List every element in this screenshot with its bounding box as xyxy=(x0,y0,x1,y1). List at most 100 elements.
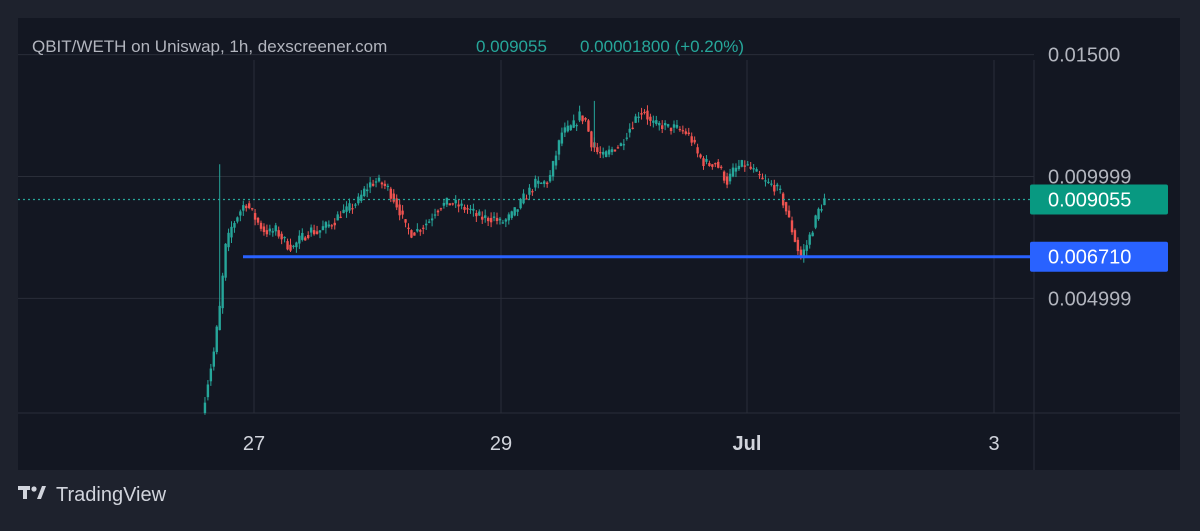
candle-144 xyxy=(625,132,628,141)
current-price-tag: 0.009055 xyxy=(1030,184,1168,215)
candle-129 xyxy=(581,115,584,125)
candle-body xyxy=(466,208,469,210)
candle-body xyxy=(395,198,398,208)
candle-body xyxy=(374,181,378,183)
candle-61 xyxy=(380,181,384,189)
candle-148 xyxy=(637,112,640,123)
candle-174 xyxy=(714,162,717,168)
candle-body xyxy=(669,127,673,132)
candle-206 xyxy=(808,232,811,249)
candle-body xyxy=(808,234,811,245)
candle-118 xyxy=(548,170,552,183)
candle-body xyxy=(690,136,693,143)
candle-body xyxy=(360,194,363,201)
candle-body xyxy=(230,226,233,238)
candle-body xyxy=(248,203,251,209)
candle-body xyxy=(324,222,328,228)
candle-97 xyxy=(486,216,490,227)
candle-35 xyxy=(304,235,307,241)
candle-28 xyxy=(283,236,286,243)
candle-body xyxy=(318,230,322,233)
candle-body xyxy=(274,225,277,232)
candle-body xyxy=(702,158,705,167)
candle-50 xyxy=(348,198,351,214)
candle-169 xyxy=(699,153,702,159)
candles xyxy=(203,100,826,415)
candle-body xyxy=(342,209,345,214)
candle-63 xyxy=(386,183,390,191)
candle-151 xyxy=(646,105,649,125)
candle-107 xyxy=(516,209,519,217)
candle-body xyxy=(430,218,434,221)
candle-body xyxy=(277,230,280,237)
candle-body xyxy=(566,125,569,132)
candle-121 xyxy=(557,139,561,161)
candle-body xyxy=(366,189,369,192)
candle-204 xyxy=(802,244,805,263)
plot-background xyxy=(18,18,1180,470)
candle-127 xyxy=(575,123,578,132)
candle-body xyxy=(720,166,723,168)
candle-body xyxy=(551,161,555,177)
candle-4 xyxy=(212,347,215,371)
candle-69 xyxy=(404,219,407,228)
candle-body xyxy=(584,117,587,120)
candle-body xyxy=(203,402,207,413)
candle-112 xyxy=(531,189,534,196)
candle-210 xyxy=(820,204,823,213)
candle-body xyxy=(292,245,295,247)
candle-body xyxy=(714,163,717,165)
candle-83 xyxy=(445,197,449,208)
time-axis-label-0: 27 xyxy=(243,433,265,455)
candle-88 xyxy=(460,199,463,210)
candle-192 xyxy=(767,178,770,184)
candle-body xyxy=(640,113,643,115)
candle-body xyxy=(401,210,404,215)
candle-body xyxy=(545,182,549,185)
candle-body xyxy=(740,160,744,167)
candle-201 xyxy=(793,228,797,243)
candle-139 xyxy=(610,146,614,156)
candle-113 xyxy=(534,175,537,192)
candle-93 xyxy=(475,210,478,223)
candle-42 xyxy=(324,220,328,234)
candle-body xyxy=(728,173,732,182)
candle-body xyxy=(327,224,331,227)
candle-body xyxy=(495,217,499,222)
candle-body xyxy=(663,123,667,126)
candle-178 xyxy=(725,172,729,189)
candle-body xyxy=(404,219,407,223)
candle-159 xyxy=(669,127,673,135)
candle-body xyxy=(475,213,478,217)
candle-100 xyxy=(495,212,499,225)
candle-173 xyxy=(711,163,714,170)
candle-115 xyxy=(540,182,543,185)
candle-body xyxy=(354,204,357,206)
candle-62 xyxy=(383,180,387,190)
candle-17 xyxy=(250,207,254,211)
price-axis-label-0: 0.01500 xyxy=(1048,45,1120,67)
candle-body xyxy=(805,245,808,251)
candle-25 xyxy=(274,222,277,236)
candle-body xyxy=(540,182,543,184)
candle-80 xyxy=(436,209,440,217)
candle-body xyxy=(498,218,502,221)
candle-body xyxy=(743,165,746,167)
candle-body xyxy=(448,203,451,206)
candle-body xyxy=(767,181,770,184)
candle-body xyxy=(569,125,572,131)
candle-145 xyxy=(628,123,631,138)
support-tag-bg xyxy=(1030,241,1168,272)
candle-67 xyxy=(398,199,401,221)
candle-186 xyxy=(749,162,752,170)
candle-157 xyxy=(663,120,667,131)
candle-46 xyxy=(336,211,339,221)
candle-body xyxy=(507,214,510,221)
candle-154 xyxy=(655,115,658,126)
candle-body xyxy=(548,175,552,182)
candle-body xyxy=(215,326,218,353)
candle-body xyxy=(634,116,637,123)
candle-body xyxy=(522,193,525,204)
current-price-tag-text: 0.009055 xyxy=(1048,190,1131,212)
